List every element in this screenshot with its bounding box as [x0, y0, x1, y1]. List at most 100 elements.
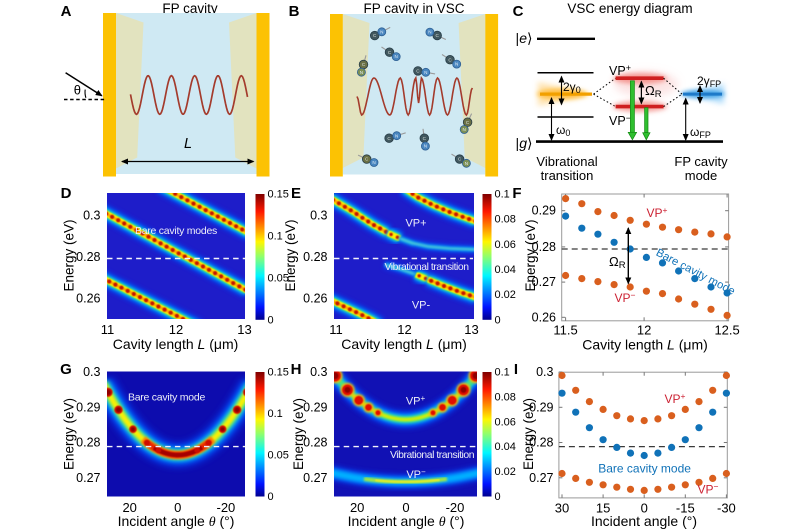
svg-text:0.3: 0.3 [536, 365, 553, 379]
svg-text:Energy (eV): Energy (eV) [291, 398, 306, 470]
svg-text:20: 20 [350, 500, 364, 515]
svg-text:VP−: VP− [698, 482, 719, 497]
svg-text:0: 0 [268, 314, 274, 326]
svg-text:11.5: 11.5 [553, 323, 577, 338]
svg-text:0.27: 0.27 [529, 471, 553, 485]
svg-text:transition: transition [541, 168, 594, 183]
svg-text:0: 0 [495, 314, 501, 326]
svg-text:VSC energy diagram: VSC energy diagram [567, 1, 692, 16]
svg-text:11: 11 [329, 322, 343, 337]
svg-text:Energy (eV): Energy (eV) [62, 219, 77, 291]
svg-text:C: C [416, 69, 420, 74]
svg-text:FP cavity in VSC: FP cavity in VSC [363, 1, 464, 16]
svg-text:12.5: 12.5 [714, 323, 739, 338]
svg-text:Energy (eV): Energy (eV) [283, 219, 298, 291]
svg-text:0: 0 [641, 501, 648, 516]
svg-text:0.3: 0.3 [83, 208, 100, 222]
svg-text:D: D [61, 185, 72, 202]
svg-text:N: N [463, 127, 466, 132]
svg-text:G: G [60, 361, 72, 378]
svg-text:12: 12 [169, 322, 183, 337]
svg-text:0.06: 0.06 [495, 416, 516, 428]
svg-text:A: A [61, 3, 72, 20]
svg-text:F: F [512, 185, 521, 202]
svg-text:2γ0: 2γ0 [563, 80, 581, 95]
svg-text:30: 30 [555, 501, 569, 516]
svg-text:FP cavity: FP cavity [674, 154, 728, 169]
svg-text:|g⟩: |g⟩ [516, 135, 533, 151]
svg-text:C: C [458, 157, 462, 162]
svg-text:Cavity length L (μm): Cavity length L (μm) [341, 336, 467, 352]
svg-text:13: 13 [237, 322, 251, 337]
svg-text:Cavity length L (μm): Cavity length L (μm) [113, 336, 239, 352]
svg-text:ΩR: ΩR [609, 254, 626, 271]
svg-text:N: N [455, 62, 458, 67]
svg-text:Bare cavity mode: Bare cavity mode [128, 392, 206, 404]
svg-text:Vibrational: Vibrational [536, 154, 597, 169]
svg-text:0.1: 0.1 [495, 367, 510, 379]
svg-text:VP+: VP+ [405, 218, 426, 230]
svg-text:Bare cavity mode: Bare cavity mode [598, 461, 691, 475]
svg-text:0: 0 [174, 500, 181, 515]
svg-text:N: N [424, 70, 427, 75]
svg-text:C: C [388, 50, 392, 55]
svg-text:Vibrational transition: Vibrational transition [390, 450, 475, 461]
svg-text:VP−: VP− [615, 290, 636, 305]
svg-text:0.27: 0.27 [303, 471, 327, 485]
svg-text:I: I [514, 361, 518, 378]
svg-text:C: C [423, 136, 427, 141]
svg-text:FP cavity: FP cavity [162, 1, 218, 16]
svg-text:-20: -20 [446, 500, 465, 515]
svg-text:B: B [289, 3, 300, 20]
svg-text:Bare cavity mode: Bare cavity mode [654, 247, 737, 298]
svg-text:N: N [395, 133, 398, 138]
svg-text:0.26: 0.26 [76, 292, 100, 306]
svg-text:Bare cavity modes: Bare cavity modes [135, 225, 217, 237]
svg-text:C: C [513, 3, 524, 20]
svg-text:0.26: 0.26 [532, 310, 556, 324]
svg-text:Energy (eV): Energy (eV) [523, 219, 538, 291]
svg-text:C: C [448, 57, 452, 62]
svg-text:0.08: 0.08 [495, 214, 516, 226]
svg-text:L: L [184, 136, 192, 152]
svg-text:15: 15 [596, 501, 610, 516]
svg-text:0.3: 0.3 [83, 365, 100, 379]
svg-text:0.28: 0.28 [532, 240, 556, 254]
svg-text:0.06: 0.06 [495, 239, 516, 251]
svg-text:0.08: 0.08 [495, 391, 516, 403]
svg-text:12: 12 [397, 322, 411, 337]
svg-text:θ: θ [74, 83, 81, 98]
svg-text:H: H [291, 361, 302, 378]
svg-text:N: N [395, 54, 398, 59]
svg-text:ω0: ω0 [556, 123, 570, 138]
svg-text:0.3: 0.3 [310, 208, 327, 222]
svg-text:0: 0 [402, 500, 409, 515]
svg-text:C: C [387, 136, 391, 141]
svg-text:0.29: 0.29 [532, 204, 556, 218]
svg-text:12: 12 [637, 323, 651, 338]
svg-text:0.29: 0.29 [76, 400, 100, 414]
svg-text:0.3: 0.3 [310, 365, 327, 379]
svg-text:N: N [465, 161, 468, 166]
svg-text:0: 0 [268, 491, 274, 503]
svg-text:0.28: 0.28 [76, 250, 100, 264]
svg-text:VP+: VP+ [609, 63, 631, 78]
svg-text:|e⟩: |e⟩ [516, 30, 533, 46]
svg-text:Incident angle θ (°): Incident angle θ (°) [118, 513, 235, 530]
svg-text:0.1: 0.1 [268, 230, 283, 242]
svg-text:0.04: 0.04 [495, 441, 516, 453]
svg-text:Energy (eV): Energy (eV) [62, 398, 77, 470]
svg-text:N: N [380, 29, 383, 34]
svg-text:ωFP: ωFP [690, 125, 711, 140]
svg-text:0.28: 0.28 [303, 436, 327, 450]
svg-text:mode: mode [685, 168, 718, 183]
svg-text:2γFP: 2γFP [697, 74, 721, 89]
svg-text:C: C [373, 33, 377, 38]
svg-text:0.15: 0.15 [268, 367, 289, 379]
svg-text:Energy (eV): Energy (eV) [521, 398, 536, 470]
svg-text:0.29: 0.29 [529, 400, 553, 414]
svg-text:VP−: VP− [609, 113, 631, 128]
svg-text:0.28: 0.28 [303, 250, 327, 264]
svg-text:VP+: VP+ [647, 205, 668, 220]
svg-text:VP-: VP- [412, 300, 431, 312]
